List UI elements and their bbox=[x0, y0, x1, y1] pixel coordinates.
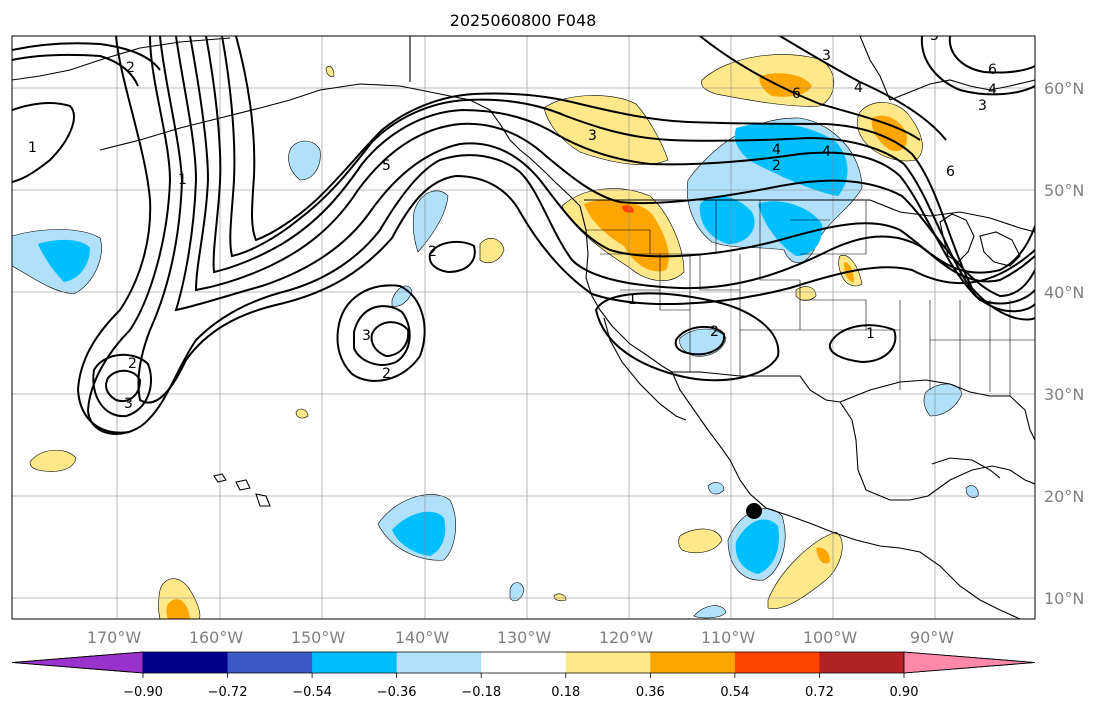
contour-label: 2 bbox=[126, 60, 135, 76]
colorbar-extend-low bbox=[11, 651, 144, 674]
contour-label: 4 bbox=[854, 80, 863, 96]
lat-label: 30°N bbox=[1044, 385, 1084, 404]
lon-label: 170°W bbox=[87, 628, 142, 647]
contour-label: 1 bbox=[628, 292, 637, 308]
colorbar-tick-label: 0.54 bbox=[720, 685, 749, 700]
contour-labels: 2 1 1 5 2 3 3 2 3 2 1 2 1 3 4 6 4 2 4 3 … bbox=[28, 28, 997, 412]
lon-label: 110°W bbox=[701, 628, 756, 647]
contour-label: 1 bbox=[178, 172, 187, 188]
contour-label: 4 bbox=[822, 144, 831, 160]
contour-label: 2 bbox=[710, 324, 719, 340]
map-title: 2025060800 F048 bbox=[450, 11, 597, 30]
contour-label: 1 bbox=[28, 140, 37, 156]
lon-label: 100°W bbox=[803, 628, 858, 647]
colorbar-tick-label: −0.72 bbox=[208, 685, 248, 700]
colorbar-segment bbox=[396, 652, 482, 673]
colorbar-tick-label: −0.36 bbox=[377, 685, 417, 700]
colorbar-extend-high bbox=[903, 651, 1036, 674]
map-area: 2 1 1 5 2 3 3 2 3 2 1 2 1 3 4 6 4 2 4 3 … bbox=[12, 28, 1035, 619]
lat-label: 10°N bbox=[1044, 589, 1084, 608]
colorbar-tick-label: 0.18 bbox=[551, 685, 580, 700]
colorbar-tick-label: −0.18 bbox=[461, 685, 501, 700]
colorbar-segment bbox=[650, 652, 736, 673]
lat-label: 50°N bbox=[1044, 181, 1084, 200]
lon-label: 140°W bbox=[395, 628, 450, 647]
colorbar-segment bbox=[565, 652, 651, 673]
colorbar-segments bbox=[11, 651, 1036, 674]
contour-label: 3 bbox=[124, 396, 133, 412]
point-marker bbox=[746, 503, 762, 519]
lat-label: 40°N bbox=[1044, 283, 1084, 302]
latitude-labels: 60°N 50°N 40°N 30°N 20°N 10°N bbox=[1044, 79, 1084, 608]
contour-label: 6 bbox=[946, 164, 955, 180]
lat-label: 20°N bbox=[1044, 487, 1084, 506]
contour-label: 4 bbox=[988, 82, 997, 98]
contour-label: 3 bbox=[362, 328, 371, 344]
colorbar-tick-label: −0.90 bbox=[123, 685, 163, 700]
contour-label: 3 bbox=[978, 98, 987, 114]
contour-label: 2 bbox=[128, 356, 137, 372]
colorbar-segment bbox=[312, 652, 398, 673]
contour-label: 4 bbox=[772, 142, 781, 158]
graticule bbox=[12, 36, 1035, 619]
colorbar-segment bbox=[227, 652, 313, 673]
colorbar-segment bbox=[143, 652, 229, 673]
lon-label: 90°W bbox=[910, 628, 954, 647]
contour-label: 2 bbox=[772, 158, 781, 174]
colorbar-segment bbox=[481, 652, 567, 673]
colorbar-tick-label: −0.54 bbox=[292, 685, 332, 700]
contour-label: 6 bbox=[988, 62, 997, 78]
colorbar-tick-label: 0.90 bbox=[890, 685, 919, 700]
contour-label: 1 bbox=[866, 326, 875, 342]
contour-label: 3 bbox=[588, 128, 597, 144]
lon-label: 130°W bbox=[497, 628, 552, 647]
contour-label: 2 bbox=[428, 244, 437, 260]
colorbar-tick-label: 0.36 bbox=[636, 685, 665, 700]
colorbar: −0.90 −0.72 −0.54 −0.36 −0.18 0.18 0.36 0.54 0.7… bbox=[11, 651, 1036, 700]
contour-label: 2 bbox=[382, 366, 391, 382]
contour-label: 3 bbox=[822, 48, 831, 64]
contour-label: 5 bbox=[382, 158, 391, 174]
state-borders bbox=[586, 200, 1035, 396]
colorbar-segment bbox=[819, 652, 905, 673]
lon-label: 150°W bbox=[291, 628, 346, 647]
map-frame bbox=[11, 35, 1036, 620]
lon-label: 120°W bbox=[599, 628, 654, 647]
contour-lines bbox=[12, 36, 1035, 435]
longitude-labels: 170°W 160°W 150°W 140°W 130°W 120°W 110°… bbox=[87, 628, 954, 647]
contour-label: 3 bbox=[930, 28, 939, 44]
colorbar-tick-label: 0.72 bbox=[805, 685, 834, 700]
colorbar-segment bbox=[734, 652, 820, 673]
lat-label: 60°N bbox=[1044, 79, 1084, 98]
lon-label: 160°W bbox=[189, 628, 244, 647]
contour-label: 6 bbox=[792, 86, 801, 102]
colorbar-ticks: −0.90 −0.72 −0.54 −0.36 −0.18 0.18 0.36 0.54 0.7… bbox=[123, 673, 918, 700]
